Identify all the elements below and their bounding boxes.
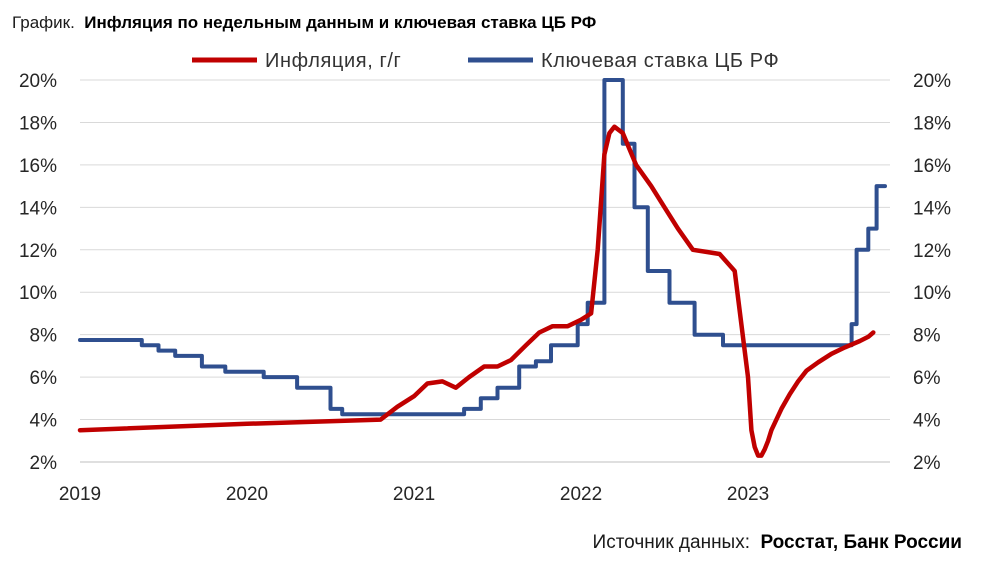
y-tick-label-right: 16%	[913, 156, 951, 177]
y-tick-label-left: 16%	[19, 156, 57, 177]
x-tick-label: 2019	[59, 484, 101, 505]
y-axis-left: 2% 4% 6% 8% 10% 12% 14% 16% 18% 20%	[19, 71, 57, 474]
x-tick-label: 2020	[226, 484, 268, 505]
svg-text:Источник данных: Росстат: Источник данных: Росстат, Банк России	[593, 532, 962, 553]
gridlines	[80, 79, 890, 463]
series-line-key-rate	[78, 78, 887, 417]
y-axis-right: 2% 4% 6% 8% 10% 12% 14% 16% 18% 20%	[913, 71, 951, 474]
y-tick-label-right: 2%	[913, 453, 941, 474]
chart-title: Инфляция по недельным данным и ключевая …	[84, 13, 596, 32]
y-tick-label-left: 2%	[30, 453, 58, 474]
x-axis: 2019 2020 2021 2022 2023	[59, 461, 890, 505]
y-tick-label-left: 18%	[19, 113, 57, 134]
y-tick-label-left: 4%	[30, 411, 58, 432]
source-note: Источник данных: Росстат, Банк России	[593, 532, 962, 553]
y-tick-label-right: 8%	[913, 326, 941, 347]
x-tick-label: 2023	[727, 484, 769, 505]
y-tick-label-left: 10%	[19, 283, 57, 304]
legend: Инфляция, г/г Ключевая ставка ЦБ РФ	[192, 50, 779, 72]
legend-label-key-rate: Ключевая ставка ЦБ РФ	[541, 50, 779, 72]
y-tick-label-right: 6%	[913, 368, 941, 389]
y-tick-label-left: 20%	[19, 71, 57, 92]
y-tick-label-right: 4%	[913, 411, 941, 432]
series-layer	[77, 78, 887, 458]
y-tick-label-right: 20%	[913, 71, 951, 92]
y-tick-label-left: 12%	[19, 241, 57, 262]
chart-title-prefix: График.	[12, 13, 75, 32]
y-tick-label-right: 12%	[913, 241, 951, 262]
x-tick-label: 2022	[560, 484, 602, 505]
legend-label-inflation: Инфляция, г/г	[265, 50, 401, 72]
y-tick-label-right: 10%	[913, 283, 951, 304]
source-text: Росстат, Банк России	[760, 532, 962, 553]
x-tick-label: 2021	[393, 484, 435, 505]
title-group: График. Инфляция по недельным данным и к…	[12, 13, 596, 32]
source-prefix: Источник данных:	[593, 532, 750, 553]
y-tick-label-left: 6%	[30, 368, 58, 389]
y-tick-label-left: 14%	[19, 198, 57, 219]
y-tick-label-right: 14%	[913, 198, 951, 219]
svg-text:График. Инфляция по неде: График. Инфляция по недельным данным и к…	[12, 13, 596, 32]
y-tick-label-left: 8%	[30, 326, 58, 347]
y-tick-label-right: 18%	[913, 113, 951, 134]
series-line-inflation	[77, 124, 876, 458]
